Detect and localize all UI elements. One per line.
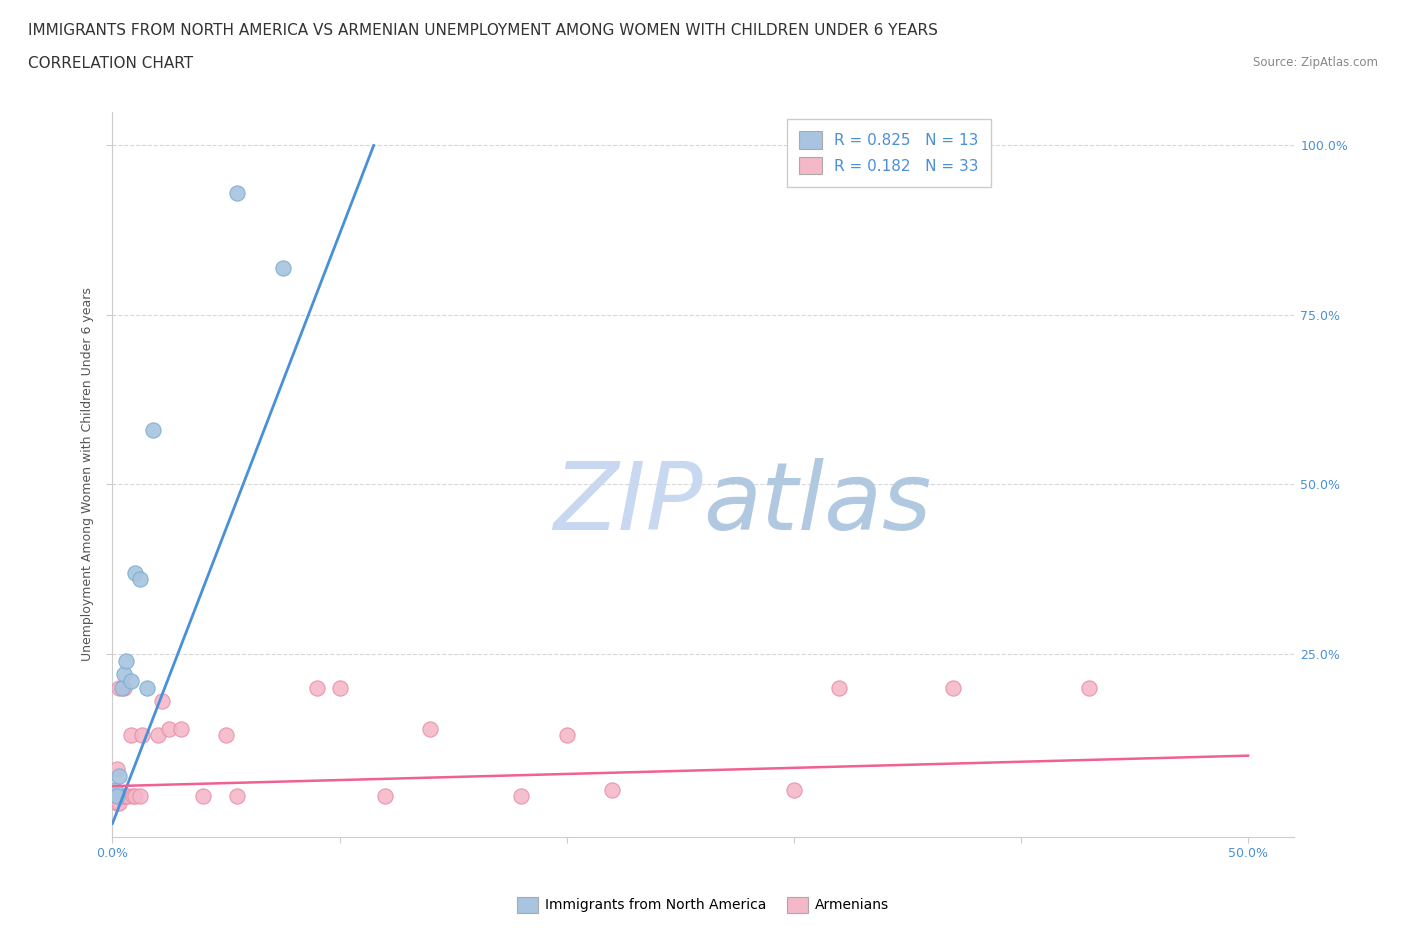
Text: Source: ZipAtlas.com: Source: ZipAtlas.com: [1253, 56, 1378, 69]
Point: [146, 728, 169, 743]
Point: [169, 721, 191, 736]
Point: [135, 681, 157, 696]
Point: [128, 572, 150, 587]
Point: [112, 667, 135, 682]
Point: [105, 796, 128, 811]
Point: [152, 694, 174, 709]
Point: [828, 681, 851, 696]
Text: atlas: atlas: [703, 458, 931, 549]
Point: [115, 789, 138, 804]
Point: [131, 728, 153, 743]
Point: [600, 782, 623, 797]
Point: [108, 796, 131, 811]
Point: [120, 673, 142, 688]
Legend: Immigrants from North America, Armenians: Immigrants from North America, Armenians: [512, 891, 894, 919]
Point: [117, 789, 139, 804]
Point: [329, 681, 352, 696]
Point: [510, 789, 533, 804]
Point: [112, 681, 135, 696]
Text: CORRELATION CHART: CORRELATION CHART: [28, 56, 193, 71]
Point: [226, 789, 249, 804]
Point: [104, 782, 127, 797]
Point: [193, 789, 215, 804]
Point: [374, 789, 396, 804]
Point: [271, 260, 294, 275]
Point: [108, 681, 131, 696]
Point: [105, 762, 128, 777]
Point: [157, 721, 180, 736]
Point: [783, 782, 806, 797]
Point: [105, 789, 128, 804]
Point: [120, 728, 142, 743]
Point: [215, 728, 238, 743]
Y-axis label: Unemployment Among Women with Children Under 6 years: Unemployment Among Women with Children U…: [80, 287, 94, 661]
Point: [142, 423, 165, 438]
Point: [122, 789, 145, 804]
Point: [305, 681, 328, 696]
Point: [128, 789, 150, 804]
Point: [110, 681, 132, 696]
Text: IMMIGRANTS FROM NORTH AMERICA VS ARMENIAN UNEMPLOYMENT AMONG WOMEN WITH CHILDREN: IMMIGRANTS FROM NORTH AMERICA VS ARMENIA…: [28, 23, 938, 38]
Legend: R = 0.825   N = 13, R = 0.182   N = 33: R = 0.825 N = 13, R = 0.182 N = 33: [786, 119, 991, 187]
Point: [124, 565, 146, 580]
Text: ZIP: ZIP: [554, 458, 703, 549]
Point: [124, 789, 146, 804]
Point: [112, 789, 135, 804]
Point: [419, 721, 441, 736]
Point: [555, 728, 578, 743]
Point: [110, 789, 132, 804]
Point: [226, 185, 249, 200]
Point: [1078, 681, 1101, 696]
Point: [104, 789, 127, 804]
Point: [115, 653, 138, 668]
Point: [108, 768, 131, 783]
Point: [942, 681, 965, 696]
